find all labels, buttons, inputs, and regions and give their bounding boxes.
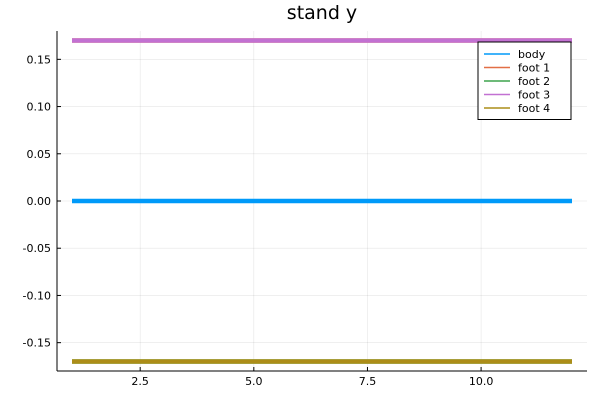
x-tick-label: 10.0 [469, 375, 494, 388]
axes: 2.5 5.0 7.5 10.0 -0.15 -0.10 -0.05 0.00 0.05 0.10… [23, 31, 587, 388]
legend-label: foot 1 [518, 62, 550, 75]
legend-label: foot 2 [518, 75, 550, 88]
legend-label: foot 3 [518, 89, 550, 102]
x-tick-label: 7.5 [359, 375, 377, 388]
y-tick-label: 0.00 [27, 195, 52, 208]
y-tick-label: 0.05 [27, 148, 52, 161]
chart-title: stand y [287, 2, 357, 24]
y-tick-label: -0.05 [23, 242, 51, 255]
legend-label: foot 4 [518, 102, 550, 115]
series-lines [72, 38, 572, 364]
legend-label: body [518, 48, 546, 61]
y-tick-label: 0.15 [27, 53, 52, 66]
y-tick-label: -0.10 [23, 289, 51, 302]
y-tick-label: -0.15 [23, 337, 51, 350]
x-tick-label: 5.0 [245, 375, 263, 388]
y-tick-label: 0.10 [27, 101, 52, 114]
x-tick-label: 2.5 [131, 375, 149, 388]
